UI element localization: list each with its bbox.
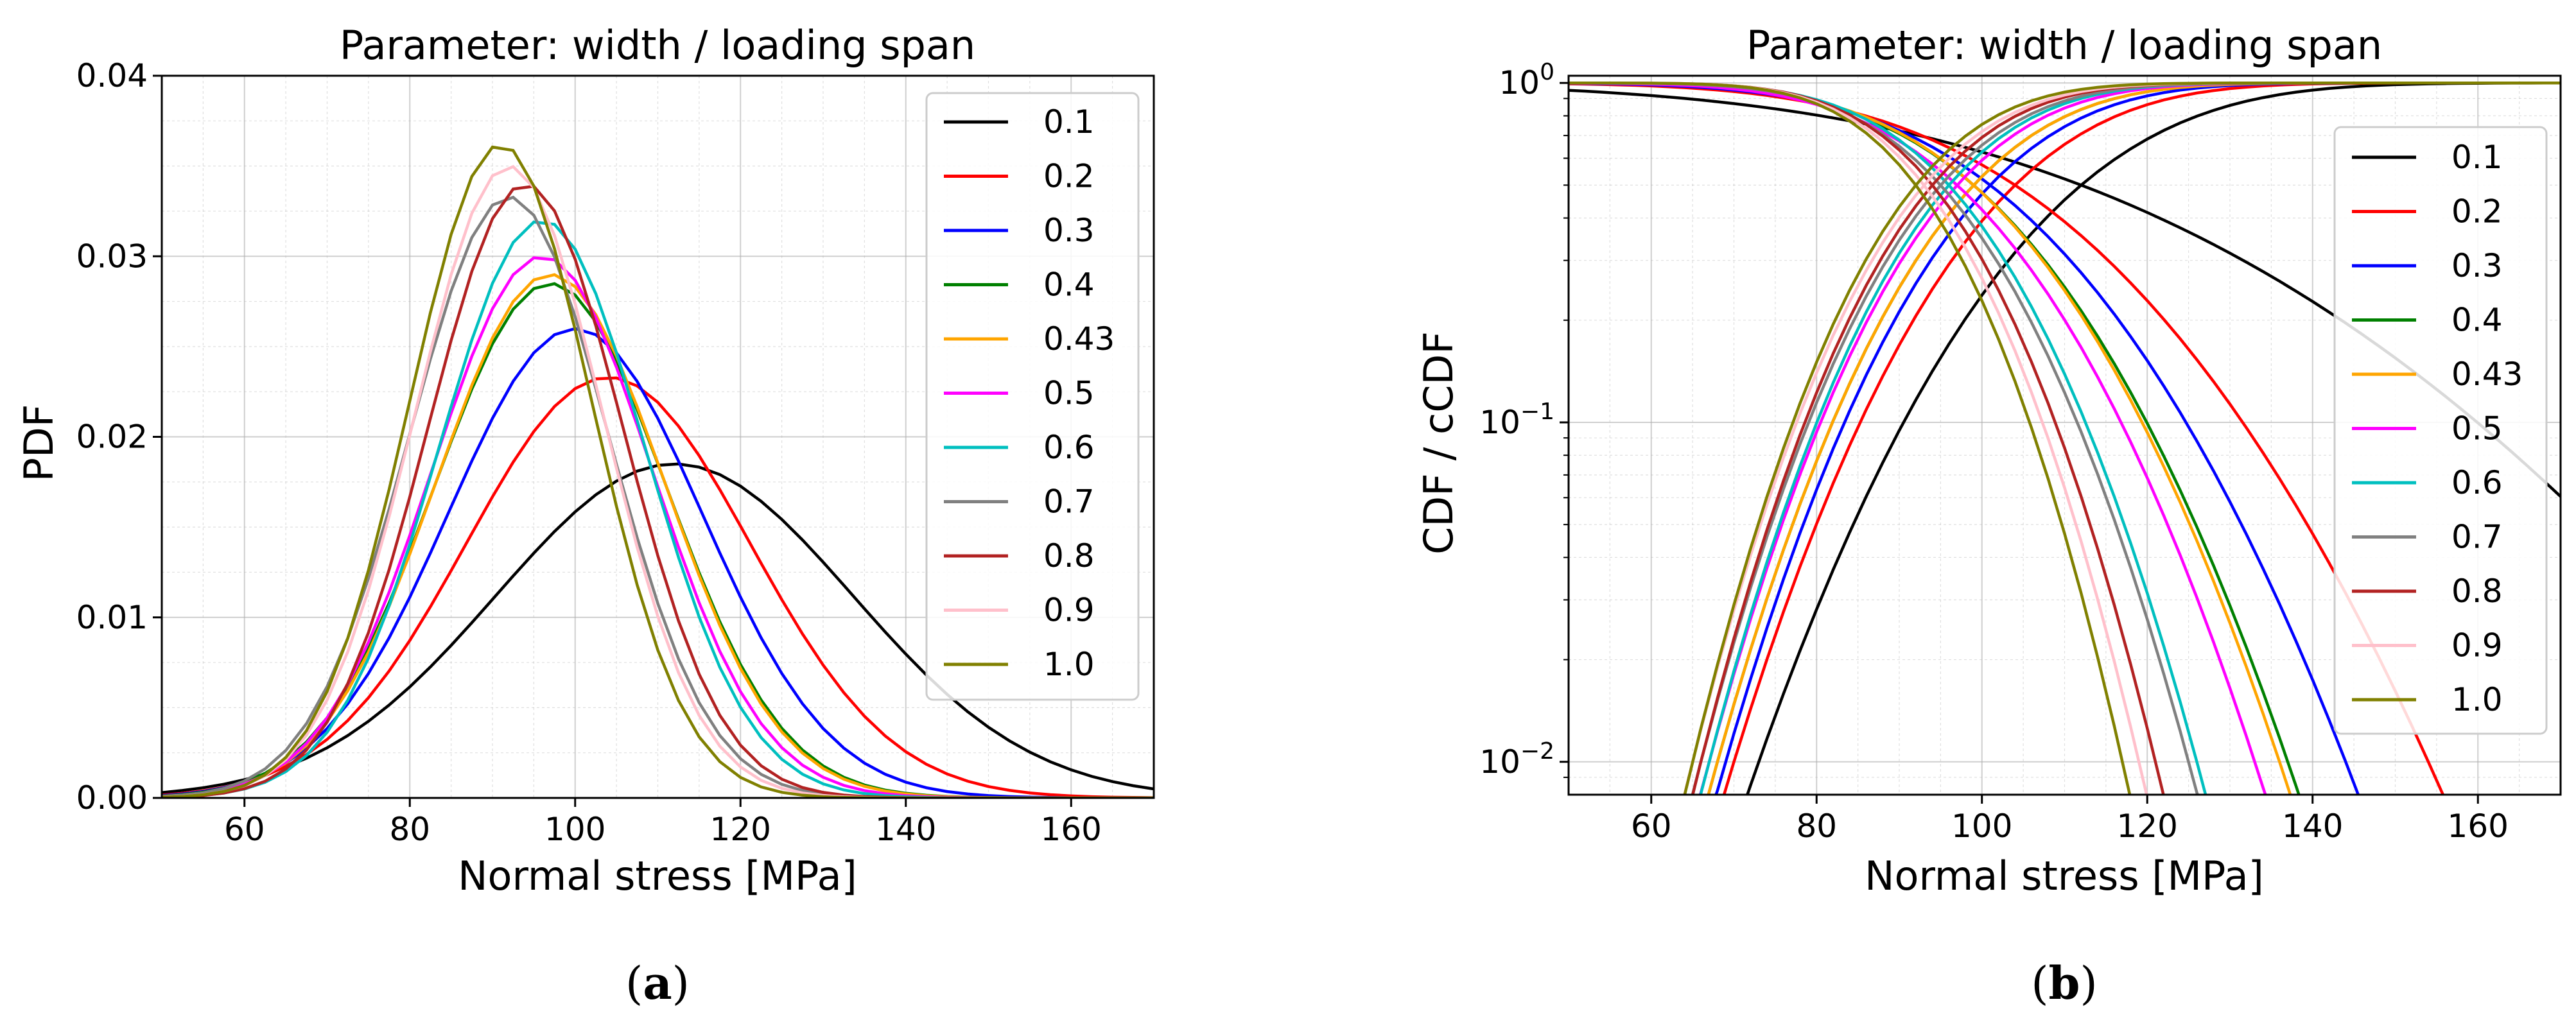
pdf-legend-label: 0.8 bbox=[1043, 537, 1095, 575]
pdf-x-axis-label: Normal stress [MPa] bbox=[458, 852, 857, 899]
pdf-y-tick-label: 0.01 bbox=[76, 599, 148, 636]
cdf-legend-label: 0.6 bbox=[2451, 464, 2503, 501]
cdf-series-lines bbox=[1569, 81, 2561, 795]
cdf-y-tick-label: 100 bbox=[1499, 59, 1554, 101]
panel-a-caption-letter: a bbox=[643, 956, 672, 1010]
cdf-legend: 0.1 0.2 0.3 0.4 0.43 0.5 0.6 0.7 0.8 0.9 1.0 bbox=[2333, 126, 2548, 735]
panel-a-caption: (a) bbox=[625, 956, 690, 1010]
cdf-legend-label: 0.4 bbox=[2451, 302, 2503, 339]
pdf-y-tick-label: 0.04 bbox=[76, 57, 148, 94]
cdf-x-tick-label: 80 bbox=[1796, 808, 1837, 845]
cdf-ticks: 60 80 100 120 140 160 10−2 10−1 100 bbox=[1479, 59, 2509, 845]
cdf-x-axis-label: Normal stress [MPa] bbox=[1865, 852, 2264, 899]
cdf-legend-label: 0.5 bbox=[2451, 410, 2503, 447]
pdf-series-line bbox=[162, 327, 1154, 798]
cdf-x-tick-label: 140 bbox=[2282, 808, 2343, 845]
pdf-legend-label: 0.2 bbox=[1043, 158, 1095, 195]
cdf-legend-label: 0.9 bbox=[2451, 627, 2503, 664]
ccdf-series-line bbox=[1569, 81, 2132, 795]
pdf-y-tick-label: 0.02 bbox=[76, 419, 148, 456]
panel-b-caption-letter: b bbox=[2048, 956, 2080, 1010]
cdf-plot-frame bbox=[1567, 74, 2562, 796]
cdf-chart-title: Parameter: width / loading span bbox=[1746, 22, 2382, 69]
pdf-legend-label: 0.9 bbox=[1043, 592, 1095, 629]
cdf-x-tick-label: 60 bbox=[1631, 808, 1672, 845]
cdf-x-tick-label: 100 bbox=[1951, 808, 2012, 845]
pdf-chart-title: Parameter: width / loading span bbox=[340, 22, 975, 69]
cdf-legend-label: 0.7 bbox=[2451, 519, 2503, 556]
pdf-chart: 60 80 100 120 140 160 0.00 0.01 0.02 0.03 0.04 Par… bbox=[15, 22, 1155, 899]
pdf-x-tick-label: 100 bbox=[544, 811, 605, 848]
pdf-legend-label: 0.43 bbox=[1043, 320, 1115, 358]
pdf-legend-frame bbox=[925, 92, 1140, 701]
pdf-y-tick-label: 0.00 bbox=[76, 779, 148, 817]
pdf-series-line bbox=[162, 195, 1154, 798]
pdf-series-line bbox=[162, 376, 1154, 798]
pdf-legend-label: 0.1 bbox=[1043, 103, 1095, 141]
pdf-legend-label: 0.6 bbox=[1043, 429, 1095, 466]
panel-b-caption: (b) bbox=[2031, 956, 2098, 1010]
cdf-y-axis-label: CDF / cCDF bbox=[1415, 331, 1462, 555]
pdf-series-line bbox=[162, 164, 1154, 798]
cdf-legend-label: 0.8 bbox=[2451, 573, 2503, 610]
pdf-series-lines bbox=[162, 145, 1154, 798]
pdf-ticks: 60 80 100 120 140 160 0.00 0.01 0.02 0.03 0.04 bbox=[76, 57, 1102, 848]
pdf-y-axis-label: PDF bbox=[15, 404, 62, 482]
cdf-x-tick-label: 160 bbox=[2448, 808, 2509, 845]
cdf-series-line bbox=[1683, 81, 2561, 795]
pdf-x-tick-label: 160 bbox=[1041, 811, 1102, 848]
cdf-legend-frame bbox=[2333, 126, 2548, 735]
cdf-legend-label: 1.0 bbox=[2451, 681, 2503, 718]
pdf-legend-label: 0.4 bbox=[1043, 266, 1095, 304]
pdf-x-tick-label: 120 bbox=[710, 811, 771, 848]
pdf-x-tick-label: 140 bbox=[875, 811, 936, 848]
pdf-x-tick-label: 60 bbox=[224, 811, 265, 848]
cdf-legend-label: 0.3 bbox=[2451, 247, 2503, 284]
ccdf-series-line bbox=[1569, 82, 2267, 795]
cdf-legend-label: 0.1 bbox=[2451, 139, 2503, 176]
pdf-x-tick-label: 80 bbox=[389, 811, 430, 848]
cdf-legend-label: 0.43 bbox=[2451, 356, 2523, 393]
pdf-series-line bbox=[162, 145, 1154, 798]
cdf-series-line bbox=[1746, 82, 2561, 795]
pdf-legend: 0.1 0.2 0.3 0.4 0.43 0.5 0.6 0.7 0.8 0.9 1.0 bbox=[925, 92, 1140, 701]
pdf-series-line bbox=[162, 184, 1154, 798]
pdf-legend-label: 1.0 bbox=[1043, 646, 1095, 683]
cdf-chart: 60 80 100 120 140 160 10−2 10−1 100 Parameter: w… bbox=[1415, 22, 2562, 899]
cdf-x-tick-label: 120 bbox=[2117, 808, 2178, 845]
pdf-legend-label: 0.7 bbox=[1043, 483, 1095, 521]
pdf-y-tick-label: 0.03 bbox=[76, 238, 148, 275]
pdf-legend-label: 0.3 bbox=[1043, 212, 1095, 249]
cdf-y-tick-label: 10−2 bbox=[1479, 738, 1554, 781]
pdf-legend-label: 0.5 bbox=[1043, 375, 1095, 412]
cdf-y-tick-label: 10−1 bbox=[1479, 399, 1554, 441]
cdf-legend-label: 0.2 bbox=[2451, 193, 2503, 230]
